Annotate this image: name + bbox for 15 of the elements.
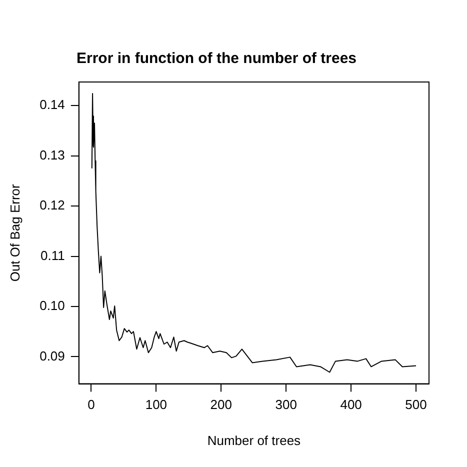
y-tick-label: 0.12 — [40, 198, 65, 213]
y-axis-title: Out Of Bag Error — [7, 183, 22, 282]
x-tick-label: 500 — [405, 397, 427, 412]
x-tick-label: 300 — [275, 397, 297, 412]
y-tick-label: 0.09 — [40, 348, 65, 364]
y-tick-label: 0.10 — [40, 298, 65, 314]
x-tick-label: 0 — [88, 397, 95, 412]
y-tick-label: 0.11 — [40, 248, 65, 263]
x-tick-label: 200 — [210, 397, 232, 412]
y-tick-label: 0.14 — [40, 97, 65, 112]
x-tick-label: 400 — [340, 397, 362, 412]
x-tick-label: 100 — [145, 397, 168, 412]
y-tick-label: 0.13 — [40, 147, 65, 162]
chart-title: Error in function of the number of trees — [76, 50, 357, 68]
x-axis-title: Number of trees — [207, 432, 302, 448]
